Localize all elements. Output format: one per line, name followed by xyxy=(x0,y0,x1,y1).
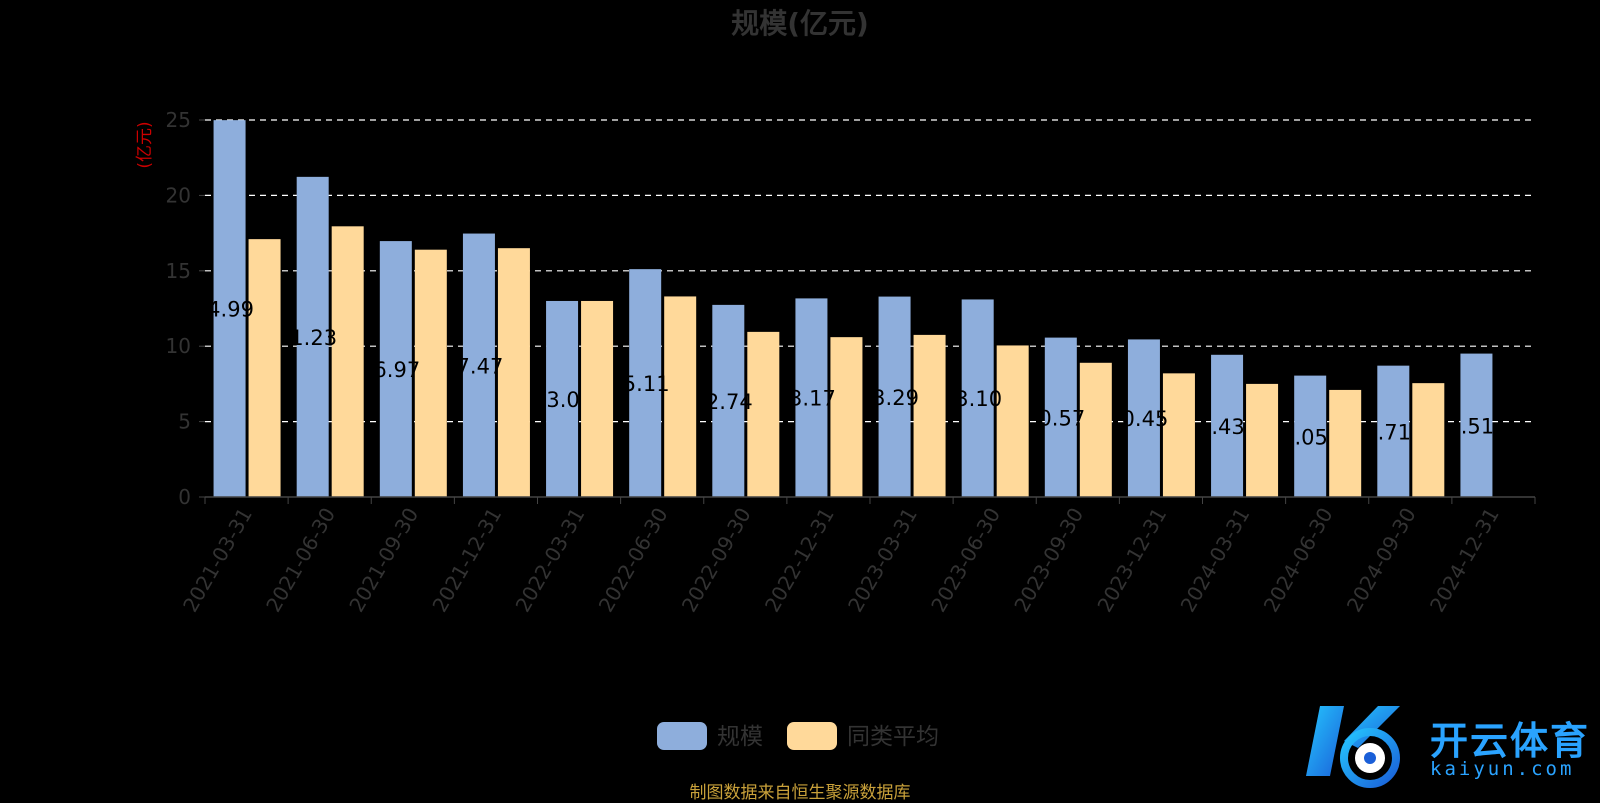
bar-data-label: .51 xyxy=(1461,414,1494,438)
bar-category-average xyxy=(497,248,530,497)
brand-logo-icon xyxy=(1306,706,1400,788)
bar-category-average xyxy=(581,300,614,497)
bar-data-label: 5.11 xyxy=(623,372,670,396)
bar-category-average xyxy=(664,296,697,497)
bar-scale xyxy=(1211,354,1244,497)
x-tick-label: 2024-09-30 xyxy=(1342,504,1421,617)
x-axis: 2021-03-31 2021-06-30 2021-09-30 2021-12-31… xyxy=(178,496,1536,617)
data-source-note: 制图数据来自恒生聚源数据库 xyxy=(689,783,911,803)
y-tick-label: 15 xyxy=(166,259,191,283)
bar-scale xyxy=(961,299,994,497)
bar-data-label: 0.45 xyxy=(1122,407,1169,431)
y-axis-ticks: 0 5 10 15 20 25 xyxy=(166,108,205,509)
legend-label: 规模 xyxy=(717,724,763,750)
x-tick-label: 2023-03-31 xyxy=(843,504,922,617)
x-tick-label: 2022-03-31 xyxy=(510,504,589,617)
chart-title: 规模(亿元) xyxy=(731,7,869,40)
bar-scale xyxy=(1460,353,1493,497)
bar-category-average xyxy=(830,337,863,497)
bar-scale xyxy=(1044,337,1077,497)
x-tick-label: 2021-09-30 xyxy=(344,504,423,617)
x-tick-label: 2023-06-30 xyxy=(926,504,1005,617)
bar-category-average xyxy=(1246,383,1279,497)
x-tick-label: 2021-03-31 xyxy=(178,504,257,617)
bar-scale xyxy=(296,176,329,497)
x-tick-label: 2021-06-30 xyxy=(261,504,340,617)
bar-data-label: 6.97 xyxy=(373,358,420,382)
bar-scale xyxy=(546,300,579,497)
bar-category-average xyxy=(1162,373,1195,497)
bar-category-average xyxy=(913,334,946,497)
bar-data-labels: 4.99 1.23 6.97 7.47 3.0 5.11 2.74 3.17 3.29 3.10 0… xyxy=(207,298,1494,450)
y-tick-label: 5 xyxy=(178,410,191,434)
bar-data-label: .71 xyxy=(1378,420,1411,444)
x-tick-label: 2022-12-31 xyxy=(760,504,839,617)
y-tick-label: 0 xyxy=(178,485,191,509)
bar-data-label: 7.47 xyxy=(457,354,504,378)
x-tick-label: 2023-09-30 xyxy=(1009,504,1088,617)
x-tick-label: 2023-12-31 xyxy=(1092,504,1171,617)
bar-scale xyxy=(712,304,745,497)
bar-data-label: 3.0 xyxy=(546,388,579,412)
bar-scale xyxy=(795,298,828,497)
y-tick-label: 10 xyxy=(166,334,191,358)
bar-scale xyxy=(213,120,246,497)
legend: 规模 同类平均 xyxy=(657,722,939,750)
bar-data-label: 2.74 xyxy=(706,390,753,414)
bar-data-label: 1.23 xyxy=(290,326,337,350)
y-tick-label: 20 xyxy=(166,183,191,207)
bar-category-average xyxy=(996,345,1029,497)
bar-scale xyxy=(1294,375,1327,497)
bar-scale xyxy=(462,233,495,497)
bar-data-label: 0.57 xyxy=(1038,406,1085,430)
bar-series xyxy=(213,120,1493,497)
x-tick-label: 2022-06-30 xyxy=(594,504,673,617)
bar-category-average xyxy=(1079,362,1112,497)
bar-category-average xyxy=(331,226,364,497)
bar-category-average xyxy=(1412,383,1445,497)
bar-scale xyxy=(1127,339,1160,497)
brand-domain: kaiyun.com xyxy=(1430,758,1575,780)
y-axis-label: (亿元) xyxy=(135,121,155,168)
x-tick-label: 2022-09-30 xyxy=(677,504,756,617)
x-tick-label: 2021-12-31 xyxy=(427,504,506,617)
bar-data-label: 3.10 xyxy=(955,387,1002,411)
legend-swatch xyxy=(657,722,707,750)
x-tick-label: 2024-06-30 xyxy=(1259,504,1338,617)
bar-data-label: .43 xyxy=(1211,415,1244,439)
y-tick-label: 25 xyxy=(166,108,191,132)
bar-data-label: 4.99 xyxy=(207,298,254,322)
bar-category-average xyxy=(414,249,447,497)
bar-data-label: .05 xyxy=(1294,425,1327,449)
brand-name: 开云体育 xyxy=(1430,719,1591,763)
bar-category-average xyxy=(248,239,281,497)
bar-scale xyxy=(629,269,662,497)
bar-data-label: 3.17 xyxy=(789,387,836,411)
x-tick-label: 2024-03-31 xyxy=(1175,504,1254,617)
bar-data-label: 3.29 xyxy=(872,386,919,410)
bar-scale xyxy=(1377,365,1410,497)
legend-swatch xyxy=(787,722,837,750)
legend-label: 同类平均 xyxy=(847,724,939,750)
bar-scale xyxy=(878,296,911,497)
x-tick-label: 2024-12-31 xyxy=(1425,504,1504,617)
bar-category-average xyxy=(747,331,780,497)
bar-scale xyxy=(379,241,412,497)
bar-category-average xyxy=(1329,389,1362,497)
